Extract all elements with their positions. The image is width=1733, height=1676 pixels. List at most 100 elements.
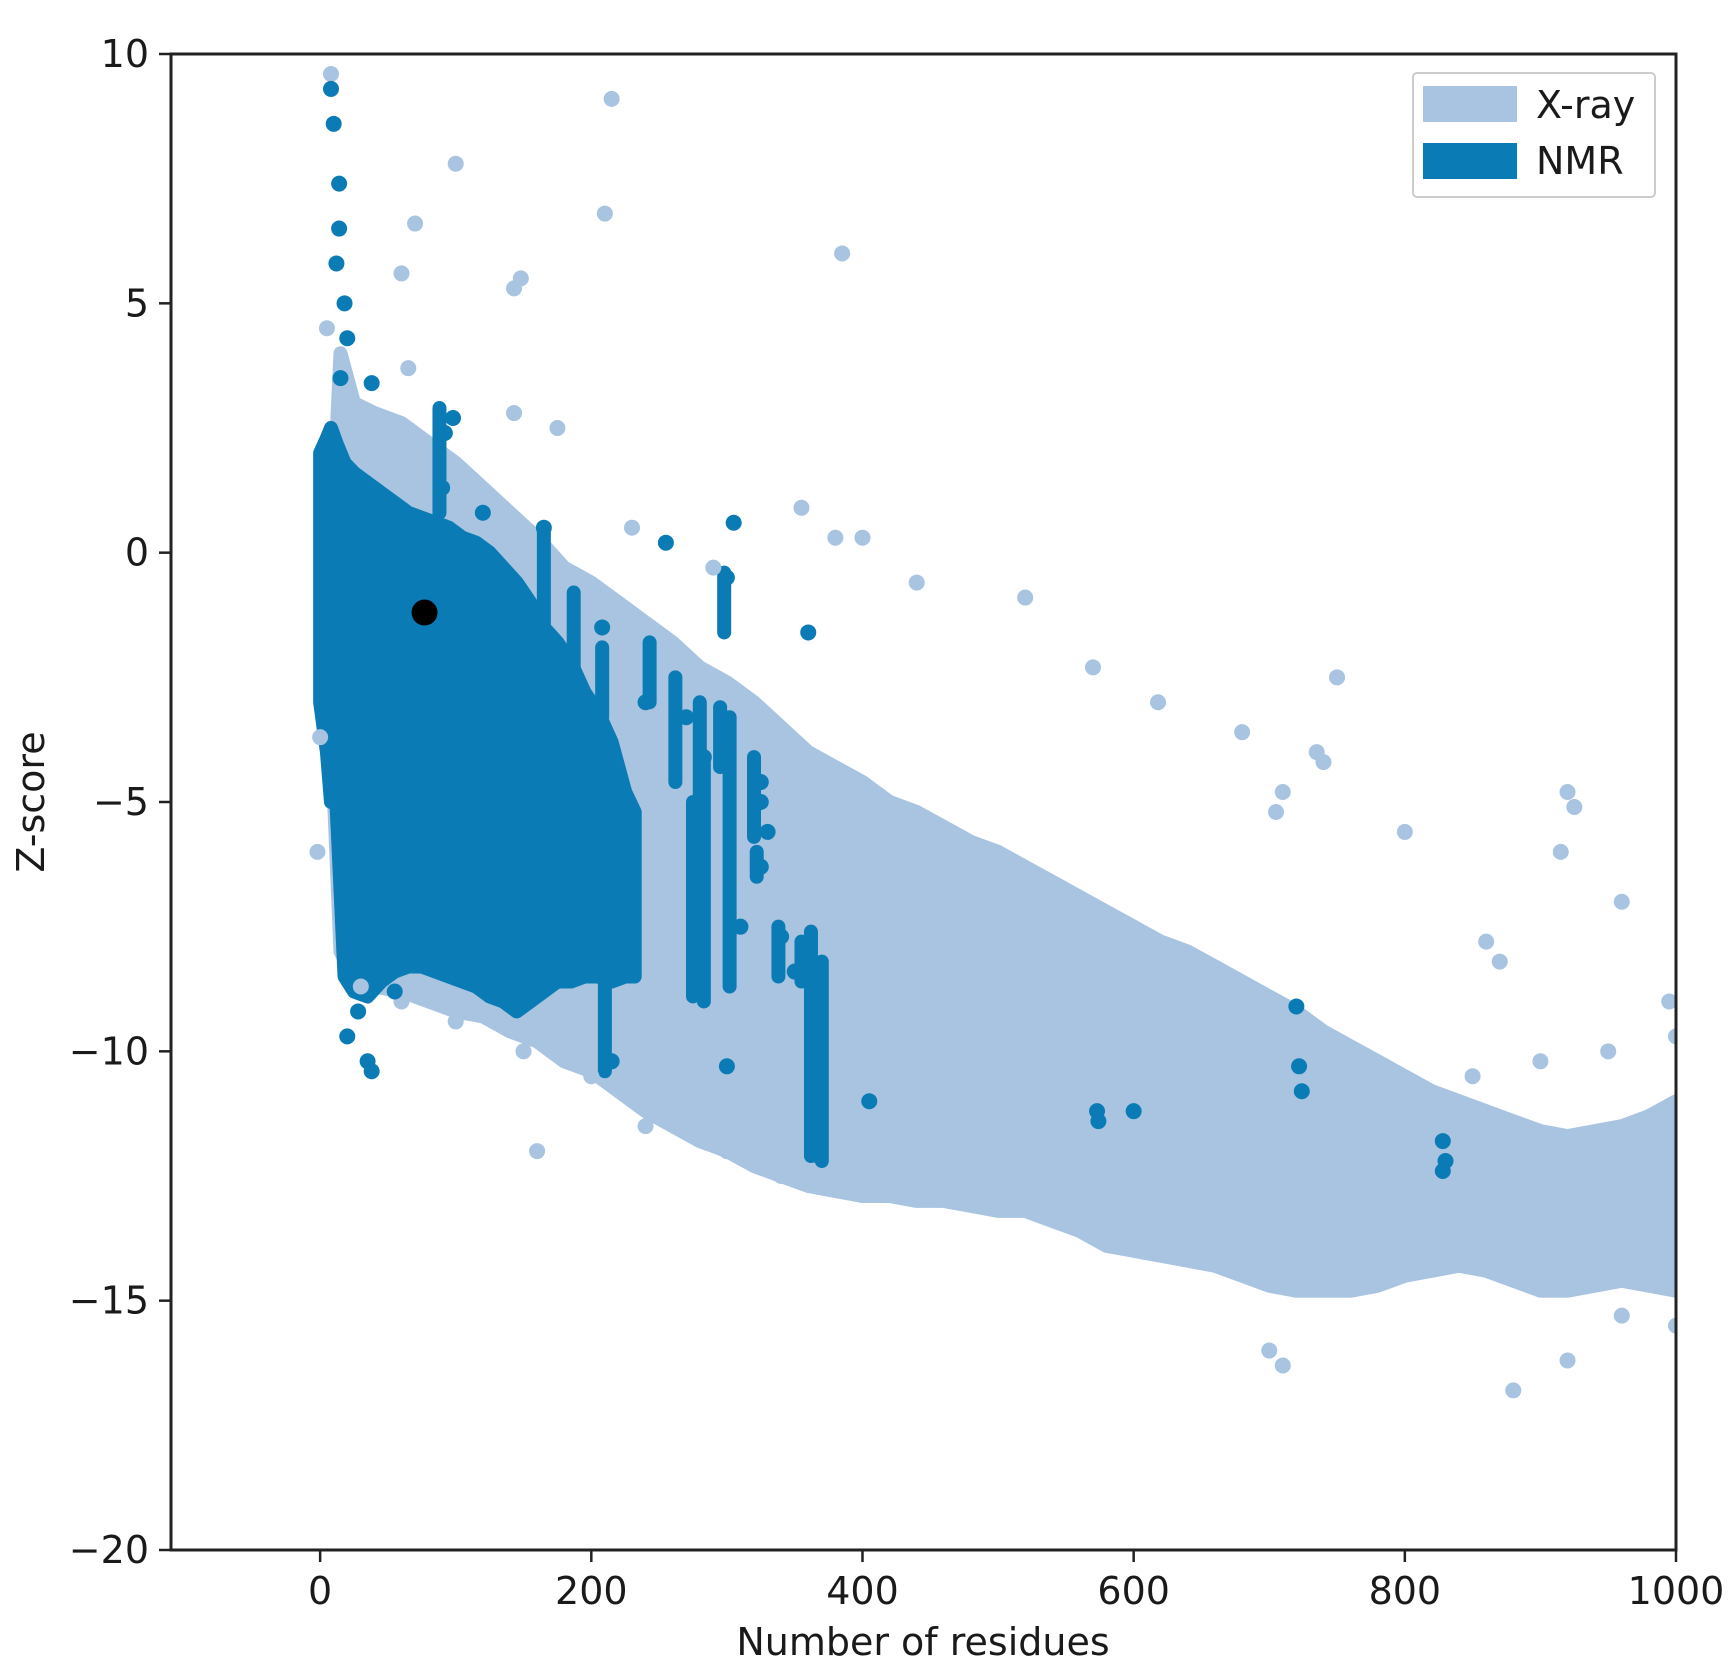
point-nmr bbox=[1434, 1163, 1451, 1180]
x-tick-label: 1000 bbox=[1628, 1569, 1725, 1613]
point-x-ray bbox=[1600, 1043, 1617, 1060]
point-nmr bbox=[445, 410, 462, 427]
point-x-ray bbox=[1682, 1243, 1698, 1259]
point-nmr bbox=[752, 858, 769, 875]
point-x-ray bbox=[549, 420, 566, 436]
point-x-ray bbox=[1274, 1357, 1291, 1374]
point-x-ray bbox=[623, 519, 640, 536]
y-axis-label: Z-score bbox=[9, 731, 53, 872]
y-tick-label: −20 bbox=[69, 1528, 149, 1572]
point-nmr bbox=[363, 1063, 380, 1080]
y-tick-label: 5 bbox=[125, 281, 149, 325]
point-x-ray bbox=[318, 320, 335, 337]
point-nmr bbox=[1293, 1083, 1310, 1100]
point-nmr bbox=[732, 918, 749, 935]
point-nmr bbox=[773, 928, 790, 945]
point-nmr bbox=[474, 504, 491, 521]
point-nmr bbox=[436, 424, 453, 441]
point-nmr bbox=[637, 694, 654, 711]
point-nmr bbox=[861, 1093, 878, 1110]
point-x-ray bbox=[309, 843, 326, 860]
point-x-ray bbox=[1464, 1068, 1481, 1085]
point-nmr bbox=[695, 749, 712, 766]
x-axis-label: Number of residues bbox=[736, 1620, 1109, 1664]
point-x-ray bbox=[834, 245, 851, 262]
point-x-ray bbox=[1274, 784, 1291, 801]
point-nmr bbox=[331, 175, 348, 192]
point-nmr bbox=[752, 774, 769, 791]
point-nmr bbox=[800, 624, 817, 641]
point-nmr bbox=[1125, 1103, 1142, 1120]
point-x-ray bbox=[1396, 823, 1413, 840]
point-nmr bbox=[434, 479, 451, 496]
density-band-x-ray bbox=[323, 346, 1676, 1298]
point-nmr bbox=[386, 983, 403, 1000]
point-x-ray bbox=[881, 1177, 898, 1194]
point-x-ray bbox=[312, 729, 329, 746]
point-nmr bbox=[807, 1038, 824, 1055]
point-nmr bbox=[363, 375, 380, 392]
point-nmr bbox=[542, 973, 559, 990]
point-x-ray bbox=[1179, 1083, 1196, 1100]
point-nmr bbox=[325, 115, 342, 132]
point-x-ray bbox=[1268, 803, 1285, 820]
point-nmr bbox=[725, 514, 742, 531]
point-x-ray bbox=[1668, 1028, 1676, 1045]
point-x-ray bbox=[515, 1043, 532, 1060]
point-nmr bbox=[759, 823, 776, 840]
point-x-ray bbox=[512, 270, 529, 287]
point-nmr bbox=[805, 1118, 822, 1135]
point-x-ray bbox=[793, 499, 810, 516]
point-x-ray bbox=[583, 1068, 600, 1085]
point-x-ray bbox=[718, 1143, 735, 1160]
point-nmr bbox=[1090, 1113, 1107, 1130]
y-tick-label: −15 bbox=[69, 1279, 149, 1323]
x-tick-label: 800 bbox=[1369, 1569, 1442, 1613]
point-x-ray bbox=[1613, 1307, 1630, 1324]
point-x-ray bbox=[908, 574, 925, 591]
point-x-ray bbox=[1261, 1342, 1278, 1359]
point-nmr bbox=[1288, 998, 1305, 1015]
point-x-ray bbox=[1532, 1053, 1549, 1070]
point-nmr bbox=[336, 295, 353, 312]
point-x-ray bbox=[637, 1118, 654, 1135]
point-nmr bbox=[350, 1003, 367, 1020]
point-x-ray bbox=[322, 65, 339, 82]
point-nmr bbox=[811, 1068, 828, 1085]
y-tick-label: −10 bbox=[69, 1029, 149, 1073]
point-x-ray bbox=[1017, 589, 1034, 606]
point-x-ray bbox=[1491, 953, 1508, 970]
x-tick-label: 0 bbox=[308, 1569, 332, 1613]
point-x-ray bbox=[1552, 843, 1569, 860]
legend-swatch-xray bbox=[1423, 86, 1517, 122]
point-x-ray bbox=[1329, 669, 1346, 686]
point-nmr bbox=[1291, 1058, 1308, 1075]
x-tick-label: 600 bbox=[1097, 1569, 1170, 1613]
data-points bbox=[309, 65, 1698, 1399]
point-x-ray bbox=[352, 978, 369, 995]
point-nmr bbox=[718, 1058, 735, 1075]
highlight-point bbox=[411, 599, 438, 626]
point-x-ray bbox=[1150, 694, 1167, 711]
point-x-ray bbox=[447, 155, 464, 172]
y-tick-label: −5 bbox=[93, 780, 149, 824]
point-x-ray bbox=[529, 1143, 546, 1160]
point-x-ray bbox=[506, 405, 523, 422]
point-x-ray bbox=[393, 265, 410, 282]
point-x-ray bbox=[827, 529, 844, 546]
point-x-ray bbox=[447, 1013, 464, 1030]
point-x-ray bbox=[1668, 1317, 1676, 1334]
point-nmr bbox=[678, 709, 695, 726]
y-axis: −20 −15 −10 −5 0 5 10 bbox=[69, 32, 171, 1572]
point-nmr bbox=[322, 80, 339, 97]
point-nmr bbox=[535, 519, 552, 536]
point-nmr bbox=[752, 794, 769, 810]
point-x-ray bbox=[400, 360, 417, 377]
point-x-ray bbox=[1234, 724, 1251, 741]
point-nmr bbox=[332, 370, 349, 387]
point-x-ray bbox=[1559, 784, 1576, 801]
point-nmr bbox=[1434, 1133, 1451, 1150]
point-x-ray bbox=[1566, 798, 1583, 815]
